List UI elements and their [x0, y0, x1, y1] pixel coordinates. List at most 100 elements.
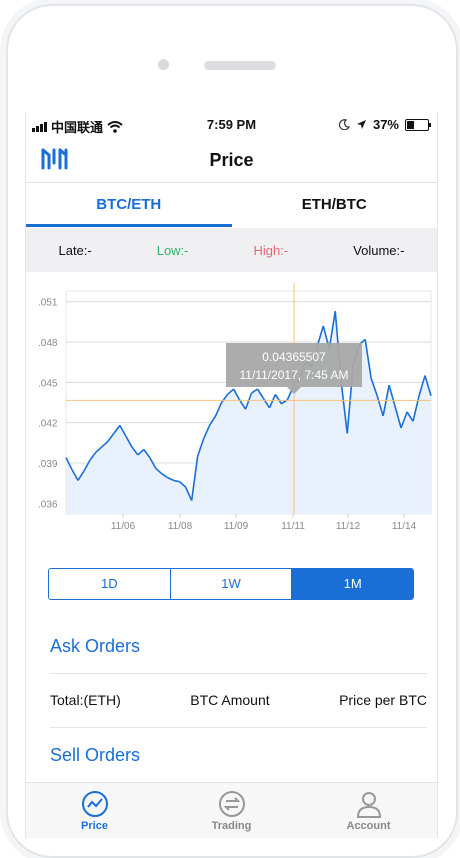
battery-percent: 37%: [372, 117, 399, 132]
status-time: 7:59 PM: [206, 117, 257, 132]
divider: [50, 727, 427, 728]
series-line-segment: [340, 382, 349, 434]
series-line-segment: [184, 486, 193, 501]
chart-line-icon: [81, 791, 108, 817]
orders-column-headers: Total:(ETH) BTC Amount Price per BTC: [50, 692, 427, 708]
pair-tabs: BTC/ETH ETH/BTC: [26, 183, 437, 227]
series-line-segment: [400, 411, 408, 429]
tooltip-time: 11/11/2017, 7:45 AM: [240, 368, 349, 382]
x-tick-label: 11/06: [111, 521, 136, 532]
price-stats: Late:- Low:- High:- Volume:-: [26, 228, 437, 272]
series-line-segment: [394, 406, 402, 429]
tab-trading-label: Trading: [211, 820, 252, 832]
series-line-segment: [77, 470, 85, 481]
tab-account-label: Account: [346, 820, 391, 832]
series-line-segment: [244, 392, 253, 410]
wifi-icon: [107, 120, 123, 133]
series-line-segment: [65, 457, 73, 471]
stat-late: Late:-: [58, 242, 92, 258]
series-line-segment: [202, 425, 211, 440]
status-right: 37%: [338, 117, 431, 132]
user-icon: [356, 792, 381, 818]
page-title: Price: [209, 150, 254, 170]
y-tick-label: .039: [38, 459, 58, 470]
tooltip-value: 0.04365507: [262, 350, 326, 364]
series-line-segment: [190, 456, 199, 501]
series-line-segment: [274, 394, 283, 405]
range-selector: 1D 1W 1M: [48, 568, 414, 600]
series-line-segment: [316, 325, 325, 347]
series-line-segment: [119, 424, 127, 437]
x-tick-label: 11/11: [281, 521, 305, 532]
series-line-segment: [388, 384, 396, 407]
front-camera: [158, 59, 169, 70]
series-line-segment: [251, 388, 258, 394]
tab-price[interactable]: Price: [26, 783, 163, 838]
tooltip-box: [226, 343, 362, 387]
series-line-segment: [238, 399, 247, 410]
series-line-segment: [268, 394, 277, 409]
series-line-segment: [364, 339, 372, 379]
range-1m-button[interactable]: 1M: [292, 569, 413, 599]
tab-eth-btc[interactable]: ETH/BTC: [301, 196, 367, 213]
status-bar: 中国联通 7:59 PM 37%: [26, 112, 437, 138]
sell-orders-title: Sell Orders: [50, 745, 141, 765]
series-line-segment: [155, 467, 163, 475]
series-line-segment: [113, 424, 121, 434]
signal-icon: [32, 121, 47, 132]
series-line-segment: [227, 388, 235, 396]
app-logo-icon[interactable]: [40, 146, 68, 172]
series-line-segment: [161, 473, 169, 479]
series-line-segment: [71, 469, 79, 481]
series-line-segment: [143, 449, 151, 459]
divider: [50, 673, 427, 674]
series-line-segment: [167, 476, 175, 482]
price-chart[interactable]: .051 .048 .045 .042 .039 .036 11/06 11/08 11/09 1…: [26, 273, 437, 549]
series-line-segment: [256, 388, 265, 399]
status-left: 中国联通: [32, 117, 123, 136]
column-price-per-btc: Price per BTC: [339, 692, 427, 708]
series-line-segment: [406, 411, 414, 422]
y-tick-label: .045: [38, 378, 58, 389]
series-line-segment: [83, 459, 91, 472]
moon-icon: [338, 119, 350, 130]
range-1w-button[interactable]: 1W: [171, 569, 293, 599]
series-line-segment: [89, 451, 97, 461]
series-line-segment: [95, 446, 103, 453]
exchange-icon: [218, 791, 245, 817]
y-tick-label: .036: [38, 499, 58, 510]
series-line-segment: [131, 446, 139, 456]
battery-icon: [405, 118, 431, 131]
series-line-segment: [214, 402, 223, 417]
column-total: Total:(ETH): [50, 692, 121, 708]
earpiece-speaker: [204, 61, 276, 70]
tab-btc-eth[interactable]: BTC/ETH: [26, 183, 232, 227]
series-line-segment: [107, 432, 115, 442]
series-line-segment: [173, 479, 180, 483]
stat-low: Low:-: [156, 242, 189, 258]
series-line-segment: [418, 375, 426, 397]
x-tick-label: 11/09: [224, 521, 249, 532]
series-line-segment: [424, 375, 432, 397]
x-tick-label: 11/14: [392, 521, 417, 532]
tab-account[interactable]: Account: [300, 783, 437, 838]
tab-trading[interactable]: Trading: [163, 783, 300, 838]
series-line-segment: [370, 378, 378, 397]
series-line-segment: [196, 438, 205, 457]
series-line-segment: [125, 435, 133, 448]
y-tick-label: .048: [38, 338, 58, 349]
series-line-segment: [220, 393, 229, 403]
range-1d-button[interactable]: 1D: [49, 569, 171, 599]
series-line-segment: [179, 481, 187, 488]
bottom-tab-bar: Price Trading Account: [26, 782, 437, 838]
series-line-segment: [149, 457, 157, 469]
tab-price-label: Price: [81, 820, 108, 832]
x-tick-label: 11/08: [168, 521, 193, 532]
y-tick-label: .051: [38, 298, 58, 309]
stat-high: High:-: [253, 242, 289, 258]
y-tick-label: .042: [38, 419, 58, 430]
app-screen: 中国联通 7:59 PM 37% Price: [25, 112, 438, 838]
series-line-segment: [232, 388, 241, 401]
series-line-segment: [101, 440, 109, 448]
series-line-segment: [208, 415, 217, 426]
